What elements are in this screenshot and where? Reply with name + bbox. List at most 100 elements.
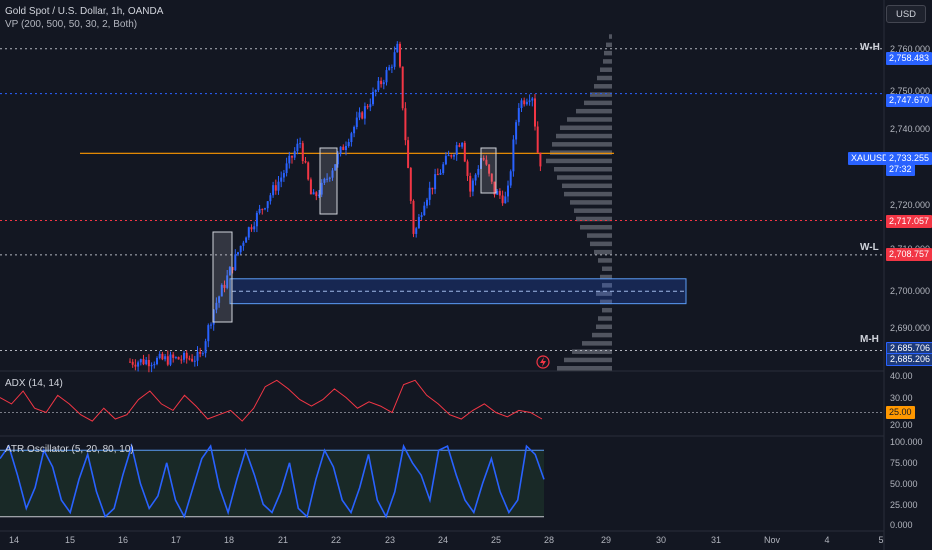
candle-body <box>199 351 202 354</box>
candle-body <box>515 122 518 140</box>
candle-body <box>172 354 175 358</box>
candle-body <box>350 133 353 143</box>
candle-body <box>266 201 269 209</box>
time-tick: 14 <box>8 535 20 545</box>
volume-profile-bar <box>596 324 612 330</box>
annotation-box <box>480 147 497 194</box>
volume-profile-bar <box>594 249 612 255</box>
volume-profile-bar <box>546 158 612 164</box>
time-tick: 21 <box>277 535 289 545</box>
volume-profile-bar <box>609 34 612 39</box>
candle-body <box>255 212 258 227</box>
candle-body <box>226 275 229 288</box>
candle-body <box>407 140 410 168</box>
candle-body <box>223 284 226 288</box>
candle-body <box>131 361 134 365</box>
volume-profile-bar <box>564 191 612 197</box>
candle-body <box>207 325 210 342</box>
weekly-high-label: W-H <box>860 42 880 53</box>
candle-body <box>272 185 275 196</box>
candle-body <box>355 117 358 127</box>
time-tick: 25 <box>490 535 502 545</box>
volume-profile-bar <box>597 75 612 81</box>
time-tick: 28 <box>543 535 555 545</box>
candle-body <box>218 296 221 303</box>
annotation-box <box>212 231 233 323</box>
candle-body <box>261 208 264 210</box>
candle-body <box>390 66 393 68</box>
adx-reference-tag: 25.00 <box>886 406 915 419</box>
candle-body <box>220 284 223 297</box>
candle-body <box>231 267 234 271</box>
candle-body <box>393 52 396 67</box>
candle-body <box>191 358 194 362</box>
candle-body <box>228 267 231 276</box>
candle-body <box>420 215 423 218</box>
candle-body <box>299 143 302 145</box>
volume-profile-bar <box>576 108 612 114</box>
volume-profile-bar <box>602 266 612 271</box>
candle-body <box>239 245 242 253</box>
candle-body <box>525 101 528 105</box>
price-tick: 2,750.000 <box>890 86 931 96</box>
price-tag-resistance: 2,747.670 <box>886 94 932 107</box>
currency-button[interactable]: USD <box>886 5 926 23</box>
candle-body <box>280 177 283 182</box>
candle-body <box>291 155 293 158</box>
volume-profile-bar <box>554 166 612 172</box>
candle-body <box>369 104 372 108</box>
candle-body <box>215 302 218 310</box>
candle-body <box>485 159 488 165</box>
volume-profile-bar <box>552 142 612 147</box>
candle-body <box>382 82 385 85</box>
candle-body <box>404 108 407 141</box>
volume-profile-bar <box>592 332 612 338</box>
volume-profile-bar <box>550 150 612 155</box>
candle-body <box>334 164 337 171</box>
candle-body <box>450 155 453 157</box>
volume-profile-bar <box>600 67 612 72</box>
atr-title[interactable]: ATR Oscillator (5, 20, 80, 10) <box>5 444 134 455</box>
candle-body <box>512 139 515 172</box>
candle-body <box>339 146 342 154</box>
candle-body <box>196 351 199 361</box>
time-tick: 16 <box>117 535 129 545</box>
candle-body <box>304 161 307 163</box>
time-tick: 24 <box>437 535 449 545</box>
candle-body <box>269 195 272 202</box>
candle-body <box>482 157 485 160</box>
candle-body <box>277 181 280 191</box>
price-tick: 2,720.000 <box>890 200 931 210</box>
candle-body <box>493 181 496 195</box>
candle-body <box>504 196 507 204</box>
volume-profile-bar <box>602 283 612 288</box>
candle-body <box>247 227 250 238</box>
atr-band-fill <box>0 450 544 517</box>
candle-body <box>245 237 248 243</box>
candle-body <box>288 155 291 164</box>
adx-title[interactable]: ADX (14, 14) <box>5 378 63 389</box>
candle-body <box>204 341 207 354</box>
candle-body <box>210 324 212 326</box>
candle-body <box>466 161 469 176</box>
adx-tick: 20.00 <box>890 420 913 430</box>
candle-body <box>153 364 156 366</box>
candle-body <box>147 359 150 367</box>
atr-tick: 0.000 <box>890 520 913 530</box>
candle-body <box>285 163 288 174</box>
candle-body <box>471 180 474 192</box>
candle-body <box>307 162 310 180</box>
candle-body <box>531 98 534 101</box>
candle-body <box>412 200 415 234</box>
vp-indicator-label[interactable]: VP (200, 500, 50, 30, 2, Both) <box>5 19 138 30</box>
candle-body <box>336 153 339 165</box>
candle-body <box>345 145 347 150</box>
countdown-tag: 27:32 <box>886 163 915 176</box>
time-tick: 17 <box>170 535 182 545</box>
candle-body <box>536 126 539 153</box>
candle-body <box>534 98 536 127</box>
candle-body <box>488 164 491 174</box>
candle-body <box>439 173 442 175</box>
candle-body <box>517 108 520 123</box>
